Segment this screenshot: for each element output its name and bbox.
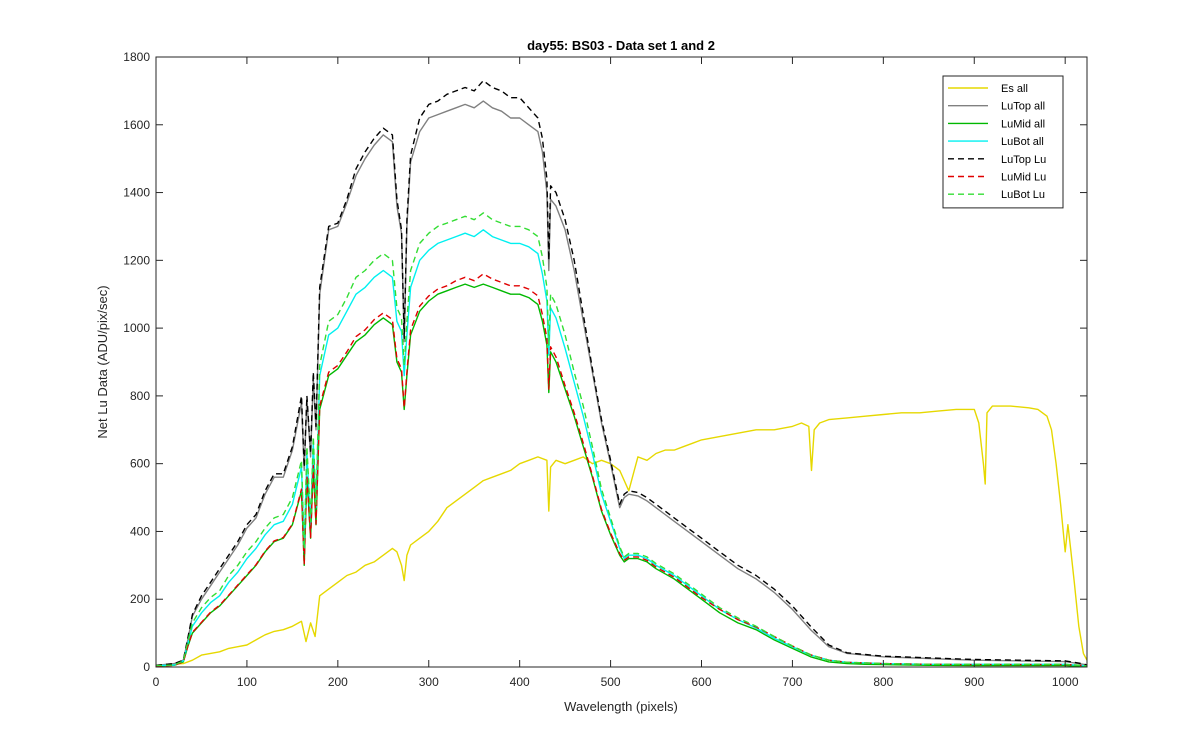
x-tick-label: 300 — [419, 675, 439, 689]
chart-title: day55: BS03 - Data set 1 and 2 — [527, 38, 715, 53]
y-tick-label: 1600 — [123, 118, 150, 132]
y-tick-label: 0 — [143, 660, 150, 674]
legend-label: LuBot Lu — [1001, 189, 1045, 201]
y-axis-label: Net Lu Data (ADU/pix/sec) — [95, 285, 110, 438]
x-tick-label: 500 — [601, 675, 621, 689]
x-tick-label: 400 — [510, 675, 530, 689]
x-tick-label: 100 — [237, 675, 257, 689]
y-tick-label: 800 — [130, 389, 150, 403]
legend-label: Es all — [1001, 83, 1028, 95]
x-tick-label: 200 — [328, 675, 348, 689]
series-line-6 — [155, 212, 1088, 667]
series-layer — [155, 79, 1088, 667]
legend-label: LuTop all — [1001, 101, 1045, 113]
series-line-5 — [155, 273, 1088, 667]
series-line-0 — [155, 405, 1088, 666]
plot-area — [156, 57, 1087, 667]
y-tick-label: 1000 — [123, 321, 150, 335]
x-tick-label: 800 — [873, 675, 893, 689]
axes-frame — [155, 56, 1088, 668]
y-tick-label: 200 — [130, 592, 150, 606]
series-line-4 — [155, 79, 1088, 666]
x-tick-label: 600 — [691, 675, 711, 689]
legend-label: LuTop Lu — [1001, 154, 1046, 166]
x-tick-label: 1000 — [1052, 675, 1079, 689]
series-line-1 — [155, 100, 1088, 666]
legend-label: LuBot all — [1001, 136, 1044, 148]
x-tick-label: 900 — [964, 675, 984, 689]
series-line-2 — [155, 283, 1087, 667]
legend-label: LuMid Lu — [1001, 172, 1046, 184]
y-tick-label: 400 — [130, 524, 150, 538]
x-tick-label: 0 — [153, 675, 160, 689]
y-tick-label: 1200 — [123, 253, 150, 267]
legend-box — [942, 75, 1064, 209]
legend: Es all LuTop all LuMid all LuBot all LuTop L… — [942, 75, 1064, 209]
legend-label: LuMid all — [1001, 118, 1045, 130]
x-axis-label: Wavelength (pixels) — [564, 699, 678, 714]
x-tick-label: 700 — [782, 675, 802, 689]
y-tick-label: 600 — [130, 457, 150, 471]
ticks-layer: 0 100 200 300 400 500 600 700 800 900 1000 0 200 400 6… — [123, 50, 1087, 689]
y-tick-label: 1800 — [123, 50, 150, 64]
y-tick-label: 1400 — [123, 186, 150, 200]
